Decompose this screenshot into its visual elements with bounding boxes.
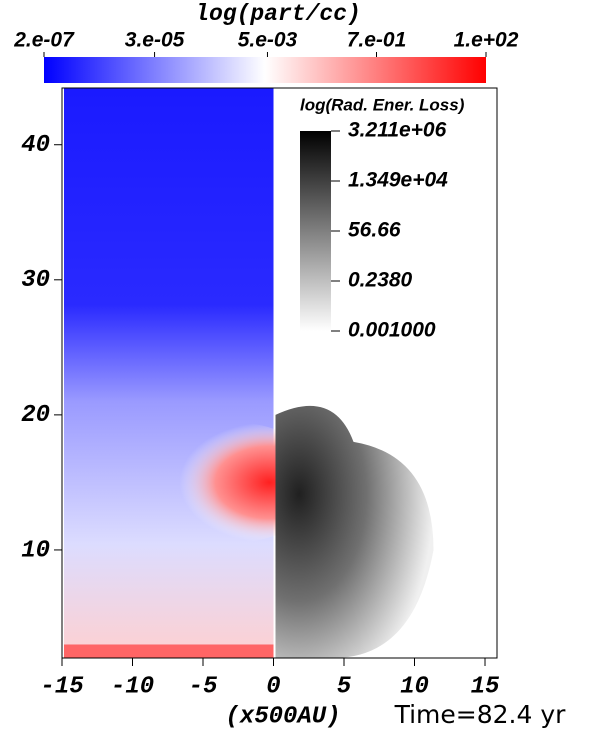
y-tick-label: 10 [21, 537, 50, 564]
colorbar-tick-label: 3.e-05 [125, 29, 185, 52]
colorbar2-tick-label: 0.001000 [348, 319, 436, 342]
colorbar2-tick-label: 3.211e+06 [348, 119, 447, 142]
x-tick-label: -10 [111, 673, 154, 700]
emission-field [275, 405, 434, 658]
x-tick-label: 15 [471, 673, 500, 700]
colorbar [44, 57, 486, 83]
density-field [64, 88, 274, 658]
x-tick-label: -15 [40, 673, 84, 700]
colorbar-tick-label: 7.e-01 [347, 29, 407, 52]
colorbar-tick-label: 1.e+02 [454, 29, 519, 52]
x-axis-label: (x500AU) [225, 703, 340, 730]
density-base [64, 644, 274, 658]
colorbar2-tick-label: 0.2380 [348, 269, 413, 292]
x-tick-label: -5 [189, 673, 218, 700]
colorbar2 [300, 131, 331, 331]
colorbar-tick-label: 2.e-07 [13, 29, 75, 52]
colorbar2-title: log(Rad. Ener. Loss) [300, 95, 465, 114]
time-annotation: Time=82.4 yr [394, 700, 567, 729]
y-tick-label: 40 [21, 132, 50, 159]
x-tick-label: 10 [400, 673, 429, 700]
colorbar-title: log(part/cc) [195, 1, 361, 27]
y-tick-label: 30 [21, 267, 50, 294]
x-tick-label: 5 [337, 673, 352, 700]
x-tick-label: 0 [266, 673, 280, 700]
y-tick-label: 20 [21, 402, 50, 429]
colorbar-tick-label: 5.e-03 [238, 29, 298, 52]
plot-frame [61, 87, 498, 659]
colorbar2-tick-label: 56.66 [348, 219, 401, 242]
colorbar2-tick-label: 1.349e+04 [348, 169, 448, 192]
